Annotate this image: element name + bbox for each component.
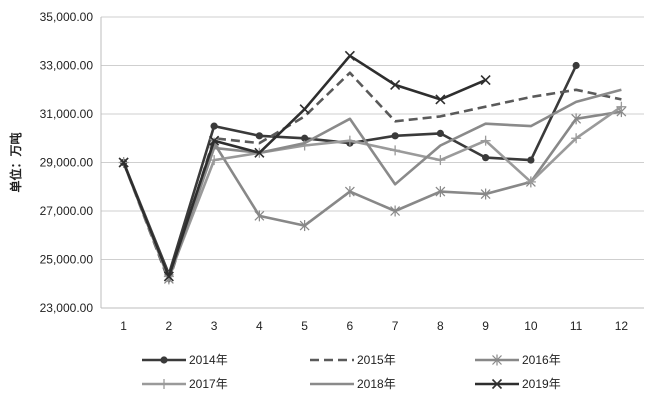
data-point: [436, 129, 444, 137]
data-point: [390, 205, 401, 217]
data-point: [159, 379, 169, 389]
data-point: [482, 154, 490, 162]
data-point: [525, 176, 536, 187]
data-point: [616, 101, 627, 112]
data-point: [480, 188, 491, 200]
x-tick-label: 11: [570, 319, 583, 333]
x-tick-label: 5: [301, 319, 308, 333]
legend-item: 2019年: [475, 377, 561, 391]
series-3: [118, 101, 627, 282]
data-point: [390, 79, 401, 90]
legend-item: 2017年: [142, 377, 228, 391]
y-tick-label: 29,000.00: [40, 156, 94, 170]
x-tick-labels: 1 2 3 4 5 6 7 8 9 10 11 12: [120, 319, 628, 333]
x-tick-label: 8: [437, 319, 444, 333]
data-point: [344, 186, 355, 198]
legend-label: 2017年: [189, 377, 228, 391]
data-point: [480, 135, 491, 146]
data-point: [492, 354, 502, 366]
x-tick-label: 2: [166, 319, 173, 333]
data-point: [160, 356, 168, 364]
axes: [100, 17, 644, 309]
data-point: [435, 94, 446, 105]
data-point: [254, 210, 265, 222]
data-point: [210, 122, 218, 130]
data-point: [390, 145, 401, 156]
data-point: [491, 378, 503, 390]
data-point: [344, 50, 355, 61]
grid-lines: [101, 16, 644, 309]
data-point: [118, 157, 129, 168]
data-point: [255, 132, 263, 140]
data-point: [344, 135, 355, 146]
data-point: [572, 61, 580, 70]
series-line: [122, 88, 622, 281]
legend-label: 2019年: [522, 377, 561, 391]
x-tick-label: 3: [211, 319, 218, 333]
series-5: [118, 50, 491, 282]
data-point: [527, 156, 535, 164]
data-point: [435, 186, 446, 198]
x-tick-label: 6: [347, 319, 354, 333]
series-line: [122, 64, 578, 276]
legend-label: 2014年: [189, 353, 228, 367]
x-tick-label: 4: [256, 319, 263, 333]
legend-label: 2018年: [357, 377, 396, 391]
x-tick-label: 12: [615, 319, 629, 333]
y-tick-labels: 23,000.00 25,000.00 27,000.00 29,000.00 31,0…: [40, 10, 94, 315]
data-point: [254, 147, 265, 158]
data-point: [299, 220, 310, 232]
y-axis-label: 单位：万吨: [8, 132, 23, 192]
x-tick-label: 7: [392, 319, 399, 333]
data-point: [301, 134, 309, 142]
data-point: [571, 133, 582, 144]
x-tick-label: 9: [482, 319, 489, 333]
legend-label: 2016年: [522, 353, 561, 367]
x-tick-label: 10: [524, 319, 538, 333]
y-tick-label: 35,000.00: [40, 10, 94, 24]
legend-label: 2015年: [357, 353, 396, 367]
series-0: [120, 61, 580, 278]
legend-item: 2016年: [475, 353, 561, 367]
data-point: [571, 113, 582, 125]
series-line: [122, 105, 623, 278]
data-point: [209, 135, 220, 146]
y-tick-label: 23,000.00: [40, 301, 94, 315]
data-point: [480, 74, 491, 86]
y-tick-label: 31,000.00: [40, 107, 94, 121]
y-tick-label: 27,000.00: [40, 204, 94, 218]
x-tick-label: 1: [120, 319, 127, 333]
series-group: [118, 50, 627, 285]
legend: 2014年 2015年 2016年 2017年 2018年 2019年: [142, 353, 561, 391]
data-point: [391, 132, 399, 140]
y-tick-label: 25,000.00: [40, 253, 94, 267]
series-4: [122, 88, 622, 281]
legend-item: 2015年: [310, 353, 396, 367]
legend-item: 2018年: [310, 377, 396, 391]
y-tick-label: 33,000.00: [40, 59, 94, 73]
data-point: [299, 104, 310, 115]
legend-item: 2014年: [142, 353, 228, 367]
data-point: [163, 271, 174, 282]
data-point: [435, 155, 446, 166]
